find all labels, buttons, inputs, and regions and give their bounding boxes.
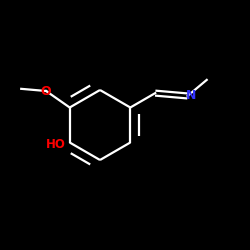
Text: N: N: [186, 90, 196, 102]
Text: HO: HO: [46, 138, 66, 151]
Text: O: O: [41, 84, 52, 98]
